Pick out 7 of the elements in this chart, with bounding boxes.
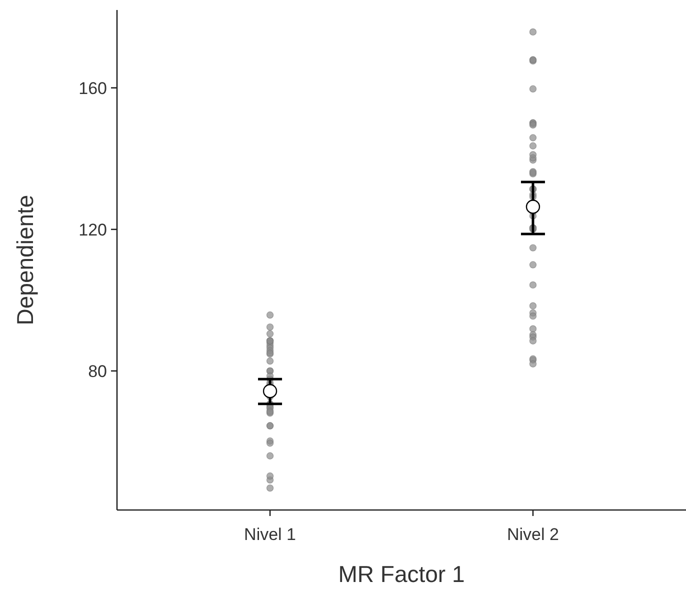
x-tick-label: Nivel 1 xyxy=(244,525,296,544)
y-tick-label: 120 xyxy=(78,220,107,240)
x-axis-title: MR Factor 1 xyxy=(338,561,465,587)
y-axis-title: Dependiente xyxy=(12,194,38,326)
x-tick-label: Nivel 2 xyxy=(506,525,559,544)
y-tick-label: 80 xyxy=(88,362,107,381)
y-tick-label: 160 xyxy=(78,78,107,98)
